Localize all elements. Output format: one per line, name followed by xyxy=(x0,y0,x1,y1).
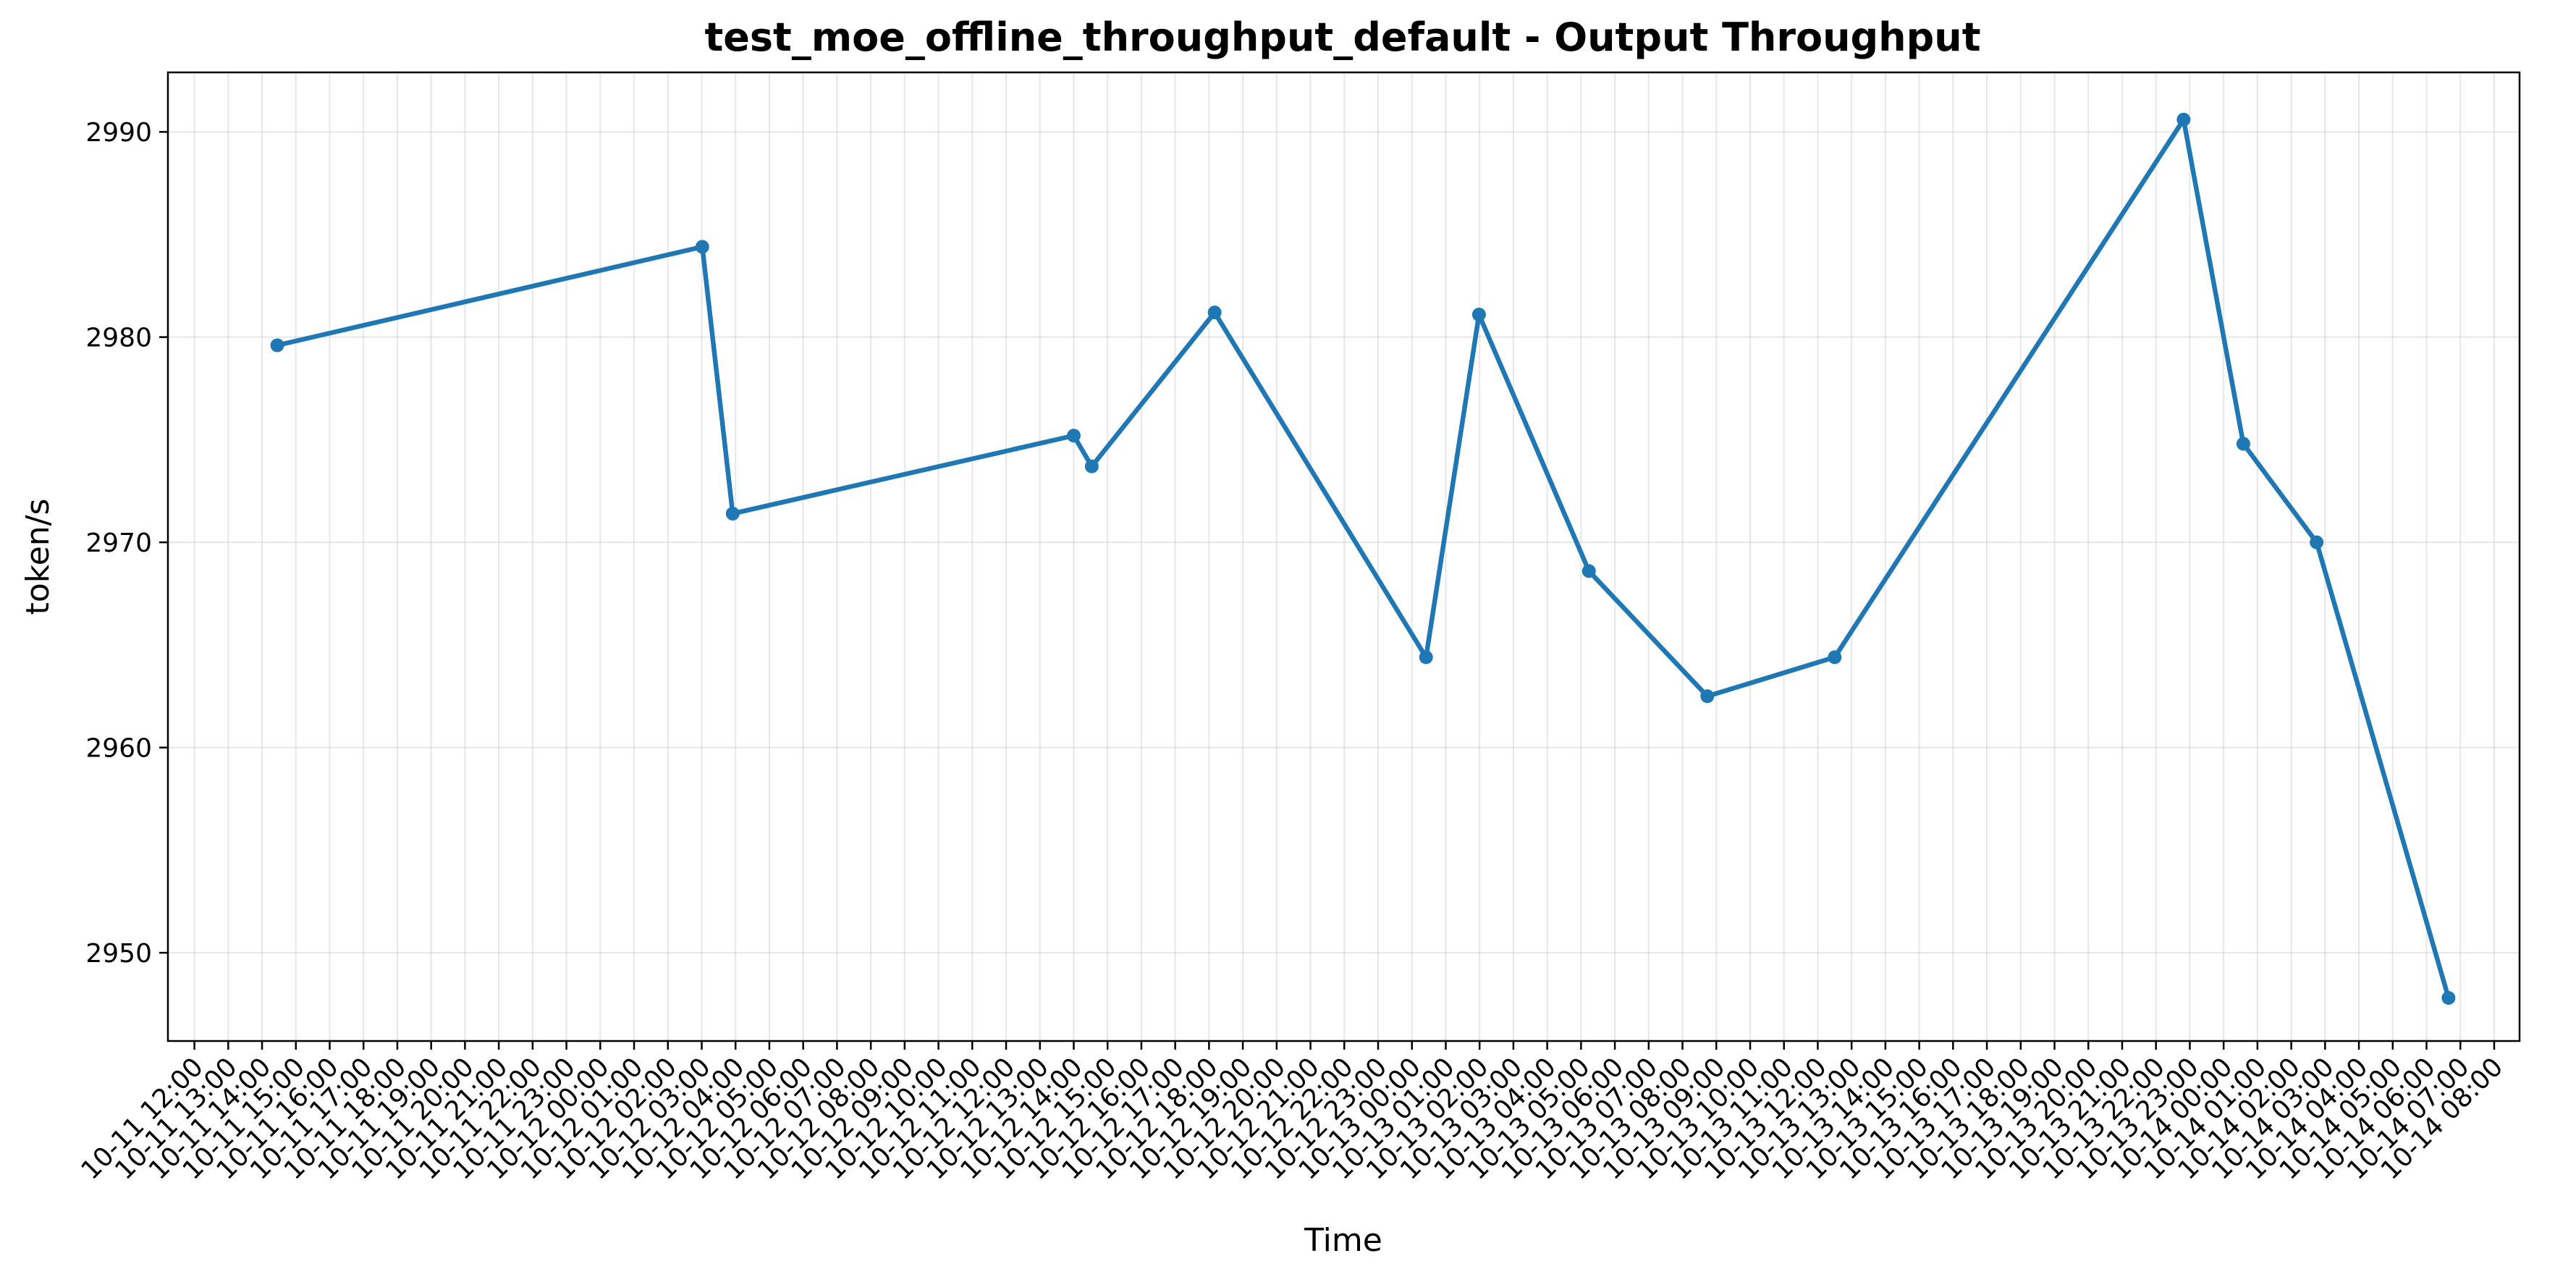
data-point xyxy=(1419,650,1433,665)
y-tick-label: 2990 xyxy=(85,118,152,148)
data-point xyxy=(1828,650,1842,665)
data-point xyxy=(2176,112,2191,127)
grid-lines xyxy=(168,72,2520,1041)
y-tick-label: 2980 xyxy=(85,324,152,353)
data-point xyxy=(2441,990,2456,1005)
data-point xyxy=(695,240,709,254)
data-point xyxy=(1582,564,1596,578)
data-point xyxy=(270,338,284,353)
y-axis-label: token/s xyxy=(20,499,56,615)
data-point xyxy=(1066,429,1081,443)
chart-title: test_moe_offline_throughput_default - Ou… xyxy=(704,14,1980,60)
data-point xyxy=(1084,459,1099,473)
x-axis-label: Time xyxy=(1304,1222,1382,1259)
series-layer xyxy=(270,112,2456,1005)
data-point xyxy=(1471,308,1486,321)
data-point xyxy=(725,506,740,521)
data-point xyxy=(2310,535,2324,549)
data-point xyxy=(1700,689,1715,704)
y-tick-label: 2970 xyxy=(85,528,152,558)
data-point xyxy=(2236,437,2250,451)
y-tick-label: 2960 xyxy=(85,734,152,764)
y-tick-label: 2950 xyxy=(85,939,152,969)
data-point xyxy=(1207,305,1222,320)
y-axis: 2950 2960 2970 2980 2990 xyxy=(85,118,168,969)
